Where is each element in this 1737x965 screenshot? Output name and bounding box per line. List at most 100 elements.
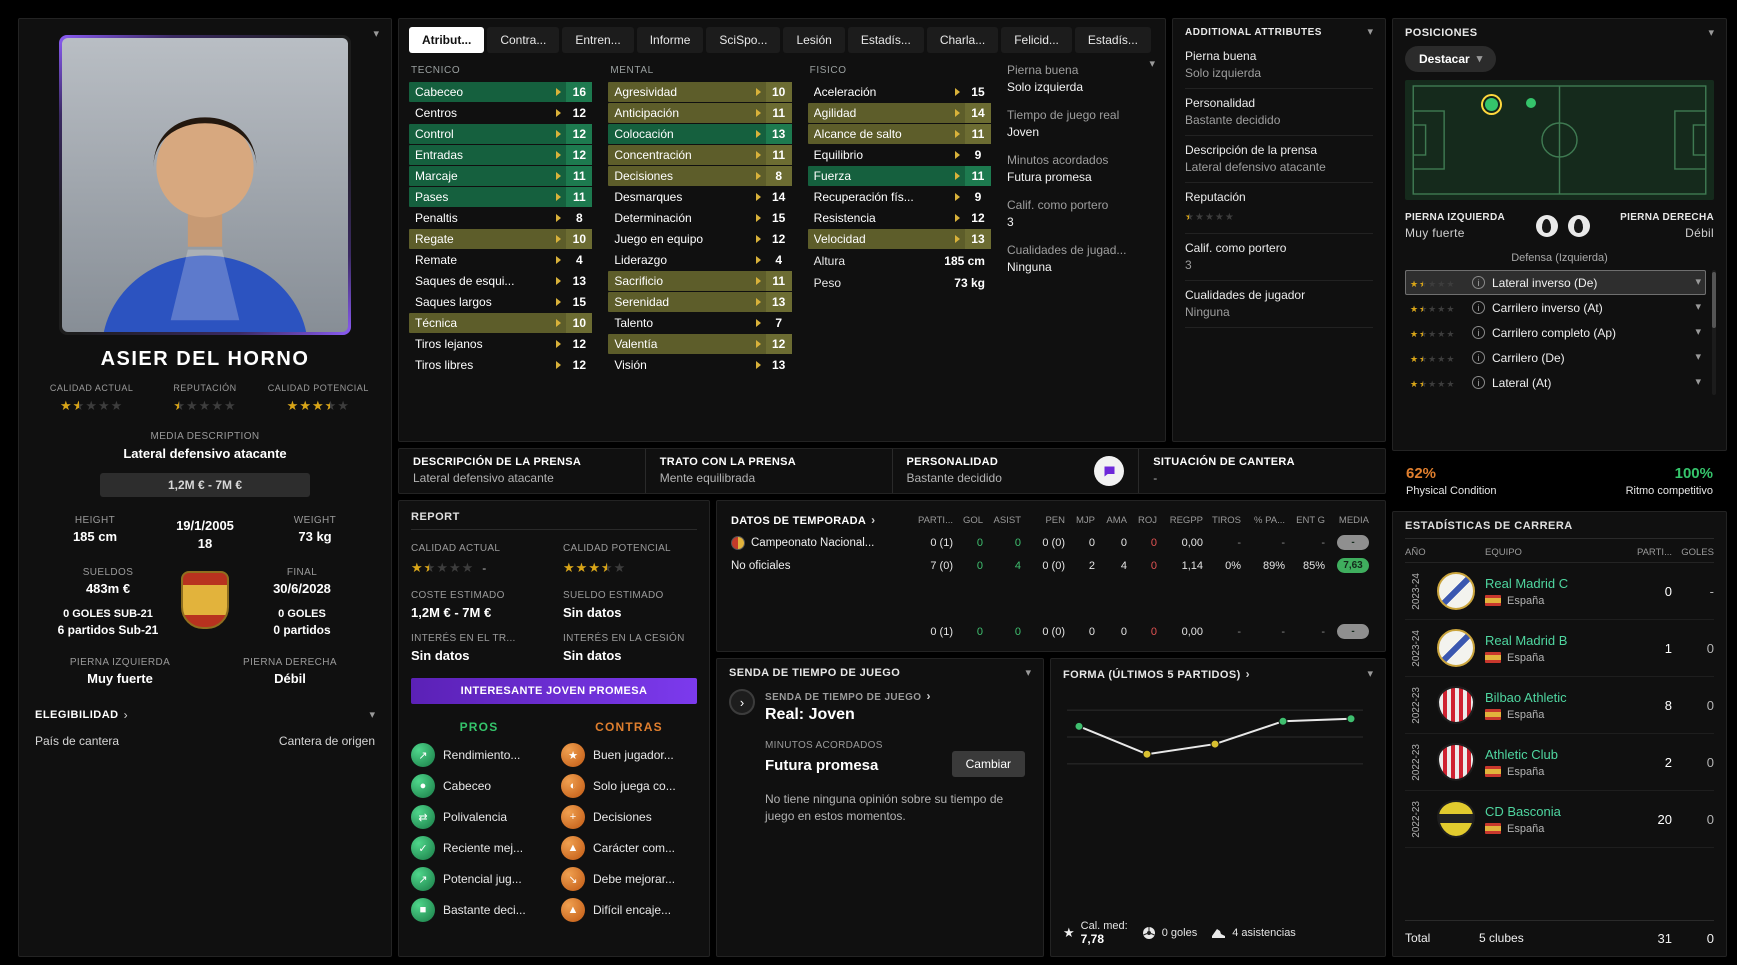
attribute-row-control[interactable]: Control 12	[409, 124, 593, 144]
season-competition-no-oficiales[interactable]: No oficiales	[731, 559, 791, 572]
chevron-down-icon[interactable]: ▾	[1695, 276, 1701, 288]
position-pitch[interactable]	[1405, 80, 1714, 200]
info-icon[interactable]: i	[1472, 301, 1485, 314]
pro-item-rendimiento[interactable]: ↗ Rendimiento...	[411, 743, 547, 767]
attribute-row-agresividad[interactable]: Agresividad 10	[608, 82, 792, 102]
personality-icon[interactable]	[1094, 456, 1125, 486]
attribute-row-equilibrio[interactable]: Equilibrio 9	[808, 145, 991, 165]
scrollbar[interactable]	[1712, 270, 1716, 395]
form-title[interactable]: FORMA (ÚLTIMOS 5 PARTIDOS) ›	[1063, 667, 1251, 681]
team-link[interactable]: Athletic Club	[1485, 746, 1558, 762]
young-prospect-banner[interactable]: INTERESANTE JOVEN PROMESA	[411, 678, 697, 704]
info-icon[interactable]: i	[1472, 276, 1485, 289]
chevron-down-icon[interactable]: ▾	[1025, 666, 1031, 679]
panel-options-icon[interactable]: ▾	[1149, 58, 1155, 70]
secondary-position-dot[interactable]	[1525, 98, 1536, 108]
attribute-row-sacrificio[interactable]: Sacrificio 11	[608, 271, 792, 291]
attribute-row-regate[interactable]: Regate 10	[409, 229, 593, 249]
scrollbar-thumb[interactable]	[1712, 272, 1716, 329]
eligibility-link[interactable]: ELEGIBILIDAD	[35, 709, 119, 721]
transfer-value-pill[interactable]: 1,2M € - 7M €	[100, 473, 310, 497]
career-row-real-madrid-c[interactable]: 2023-24 Real Madrid C España 0 -	[1405, 563, 1714, 620]
tab-entren-3[interactable]: Entren...	[562, 27, 634, 53]
attribute-row-desmarques[interactable]: Desmarques 14	[608, 187, 791, 207]
homegrown-nation-item[interactable]: País de cantera	[35, 734, 120, 748]
pro-item-bastante-deci[interactable]: ■ Bastante deci...	[411, 898, 547, 922]
attribute-row-pases[interactable]: Pases 11	[409, 187, 593, 207]
pro-item-reciente-mej[interactable]: ✓ Reciente mej...	[411, 836, 547, 860]
tab-charla-8[interactable]: Charla...	[926, 27, 999, 53]
con-item-decisiones[interactable]: + Decisiones	[561, 805, 697, 829]
attribute-row-remate[interactable]: Remate 4	[409, 250, 592, 270]
con-item-car-cter-com[interactable]: ▲ Carácter com...	[561, 836, 697, 860]
attribute-row-talento[interactable]: Talento 7	[608, 313, 791, 333]
change-button[interactable]: Cambiar	[951, 751, 1025, 777]
attribute-row-centros[interactable]: Centros 12	[409, 103, 592, 123]
con-item-solo-juega-co[interactable]: ◐ Solo juega co...	[561, 774, 697, 798]
chevron-down-icon[interactable]: ▾	[1695, 351, 1701, 363]
tab-atribut-1[interactable]: Atribut...	[409, 27, 485, 53]
attribute-row-colocaci-n[interactable]: Colocación 13	[608, 124, 792, 144]
season-competition-campeonato-nacional[interactable]: Campeonato Nacional...	[729, 532, 909, 554]
pro-item-cabeceo[interactable]: ● Cabeceo	[411, 774, 547, 798]
attribute-row-tiros-libres[interactable]: Tiros libres 12	[409, 355, 592, 375]
attribute-row-saques-de-esqui[interactable]: Saques de esqui... 13	[409, 271, 592, 291]
attribute-row-marcaje[interactable]: Marcaje 11	[409, 166, 593, 186]
chevron-down-icon[interactable]: ▾	[1695, 326, 1701, 338]
tab-estad-s-10[interactable]: Estadís...	[1074, 27, 1151, 53]
attribute-row-resistencia[interactable]: Resistencia 12	[808, 208, 991, 228]
tab-contra-2[interactable]: Contra...	[487, 27, 560, 53]
attribute-row-velocidad[interactable]: Velocidad 13	[807, 229, 991, 249]
selected-position-dot[interactable]	[1485, 98, 1499, 111]
team-link[interactable]: CD Basconia	[1485, 803, 1561, 819]
team-link[interactable]: Bilbao Athletic	[1485, 689, 1567, 705]
homegrown-club-item[interactable]: Cantera de origen	[278, 734, 375, 748]
career-row-cd-basconia[interactable]: 2022-23 CD Basconia España 20 0	[1405, 791, 1714, 848]
career-row-bilbao-athletic[interactable]: 2022-23 Bilbao Athletic España 8 0	[1405, 677, 1714, 734]
con-item-debe-mejorar[interactable]: ↘ Debe mejorar...	[561, 867, 697, 891]
chevron-down-icon[interactable]: ▾	[1367, 667, 1373, 680]
team-link[interactable]: Real Madrid C	[1485, 575, 1569, 591]
highlight-filter-button[interactable]: Destacar ▾	[1405, 46, 1497, 72]
chevron-down-icon[interactable]: ▾	[1695, 376, 1701, 388]
pathway-breadcrumb[interactable]: SENDA DE TIEMPO DE JUEGO ›	[765, 689, 931, 703]
pathway-forward-icon[interactable]: ›	[729, 689, 755, 715]
chevron-down-icon[interactable]: ▾	[1708, 26, 1714, 39]
attribute-row-fuerza[interactable]: Fuerza 11	[807, 166, 991, 186]
attribute-row-recuperaci-n-f-s[interactable]: Recuperación fís... 9	[808, 187, 991, 207]
attribute-row-visi-n[interactable]: Visión 13	[608, 355, 791, 375]
pro-item-potencial-jug[interactable]: ↗ Potencial jug...	[411, 867, 547, 891]
tab-estad-s-7[interactable]: Estadís...	[847, 27, 924, 53]
attribute-row-t-cnica[interactable]: Técnica 10	[409, 313, 593, 333]
attribute-row-serenidad[interactable]: Serenidad 13	[608, 292, 792, 312]
con-item-dif-cil-encaje[interactable]: ▲ Difícil encaje...	[561, 898, 697, 922]
attribute-row-cabeceo[interactable]: Cabeceo 16	[409, 82, 593, 102]
career-row-athletic-club[interactable]: 2022-23 Athletic Club España 2 0	[1405, 734, 1714, 791]
attribute-row-entradas[interactable]: Entradas 12	[409, 145, 593, 165]
info-icon[interactable]: i	[1472, 351, 1485, 364]
attribute-row-aceleraci-n[interactable]: Aceleración 15	[808, 82, 991, 102]
chevron-down-icon[interactable]: ▾	[1695, 301, 1701, 313]
attribute-row-decisiones[interactable]: Decisiones 8	[608, 166, 792, 186]
attribute-row-concentraci-n[interactable]: Concentración 11	[608, 145, 792, 165]
attribute-row-valent-a[interactable]: Valentía 12	[608, 334, 792, 354]
con-item-buen-jugador[interactable]: ★ Buen jugador...	[561, 743, 697, 767]
attribute-row-agilidad[interactable]: Agilidad 14	[807, 103, 991, 123]
tab-informe-4[interactable]: Informe	[636, 27, 704, 53]
attribute-row-juego-en-equipo[interactable]: Juego en equipo 12	[608, 229, 791, 249]
pro-item-polivalencia[interactable]: ⇄ Polivalencia	[411, 805, 547, 829]
info-icon[interactable]: i	[1472, 376, 1485, 389]
attribute-row-penaltis[interactable]: Penaltis 8	[409, 208, 592, 228]
career-row-real-madrid-b[interactable]: 2023-24 Real Madrid B España 1 0	[1405, 620, 1714, 677]
tab-scispo-5[interactable]: SciSpo...	[706, 27, 781, 53]
team-link[interactable]: Real Madrid B	[1485, 632, 1568, 648]
tab-felicid-9[interactable]: Felicid...	[1001, 27, 1072, 53]
attribute-row-determinaci-n[interactable]: Determinación 15	[608, 208, 791, 228]
chevron-down-icon[interactable]: ▾	[1367, 26, 1373, 38]
tab-lesi-n-6[interactable]: Lesión	[783, 27, 845, 53]
attribute-row-anticipaci-n[interactable]: Anticipación 11	[608, 103, 792, 123]
